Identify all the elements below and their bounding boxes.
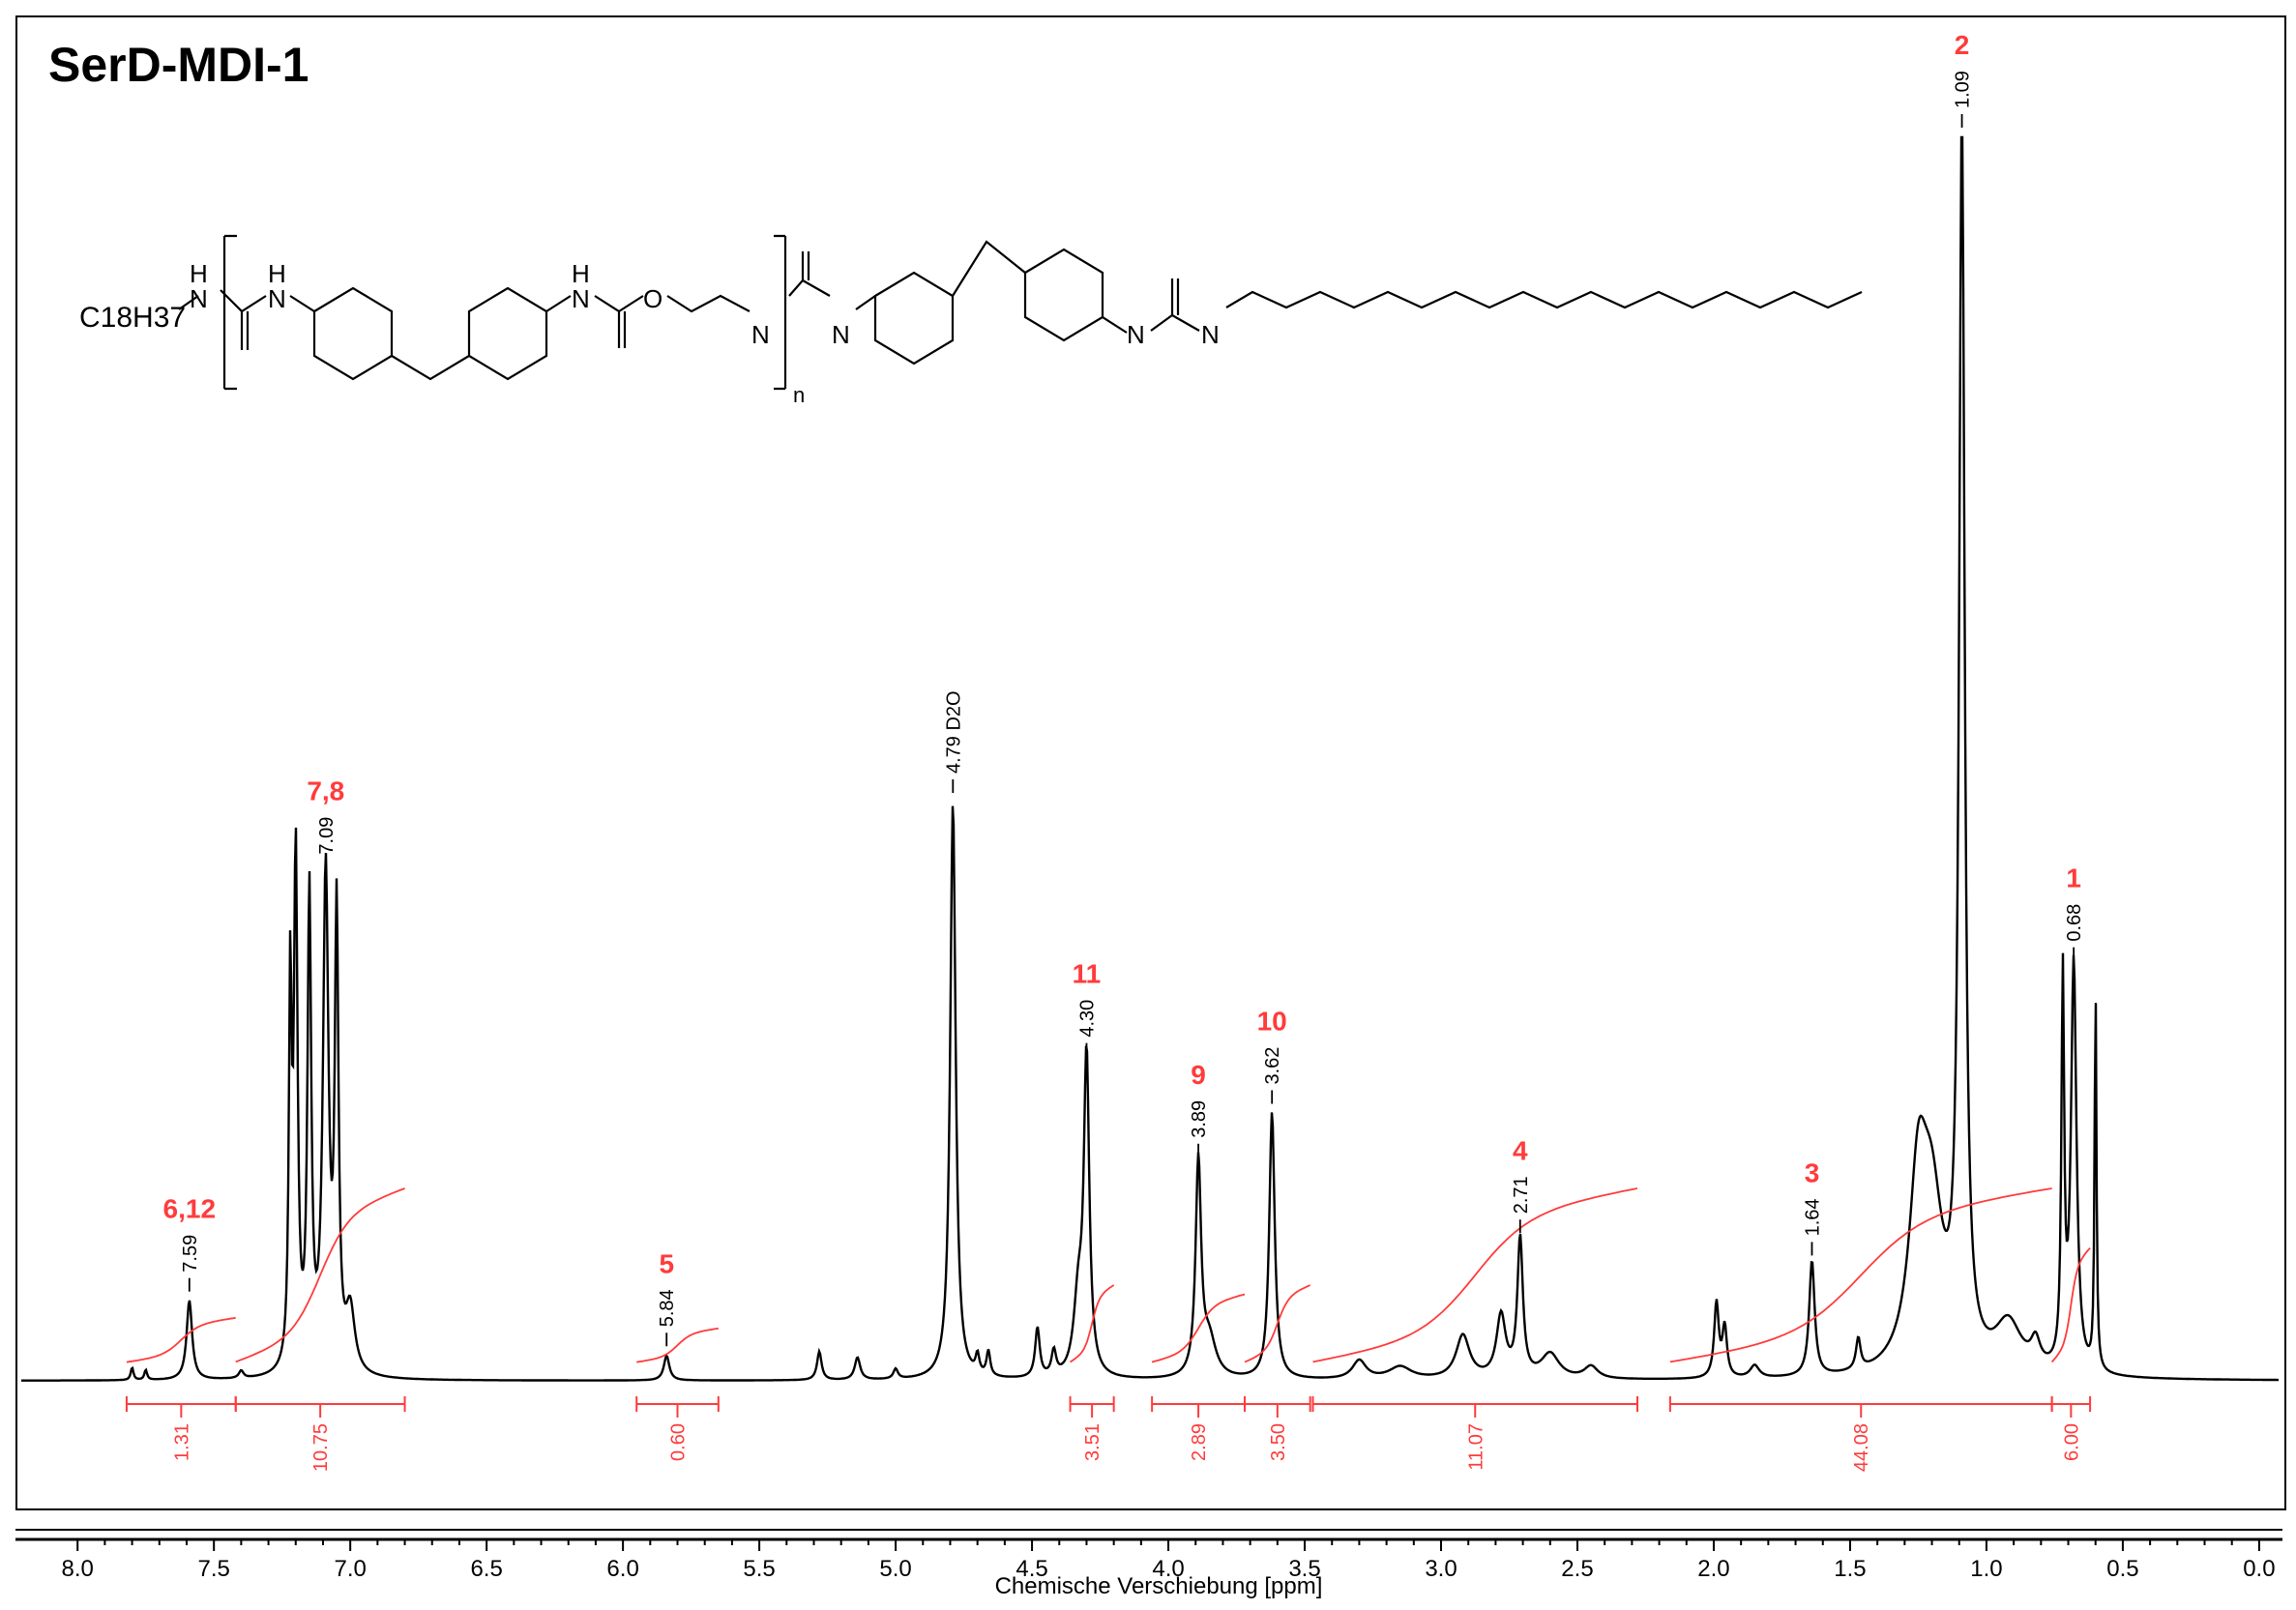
chart-title: SerD-MDI-1 [48, 38, 309, 92]
chart-frame [15, 15, 2286, 1510]
peak-shift-label: 3.89 [1189, 1100, 1210, 1138]
peak-label-layer: 7.59 6,12 7.09 7,8 5.84 5 4.79 D2O 4.30 11 3.89 9 3… [163, 30, 2085, 1347]
integral-value: 11.07 [1465, 1423, 1487, 1471]
x-tick-label: 6.0 [606, 1556, 638, 1582]
peak-shift-label: 7.09 [316, 817, 338, 855]
x-tick-label: 4.0 [1152, 1556, 1184, 1582]
x-tick-label: 5.5 [743, 1556, 775, 1582]
peak-shift-label: 4.30 [1076, 1000, 1098, 1038]
nh-label-3: H [268, 259, 286, 288]
x-tick-label: 1.5 [1834, 1556, 1866, 1582]
peak-assignment-label: 6,12 [163, 1194, 217, 1224]
end-group-label: C18H37 [79, 302, 186, 334]
x-tick-label: 1.0 [1970, 1556, 2002, 1582]
nh-label-4: N [268, 284, 286, 313]
nh-label-8: N [832, 320, 850, 349]
integral-layer: 1.31 10.75 0.60 3.51 2.89 3.50 11.07 44.08 6.00 [125, 1187, 2092, 1472]
peak-assignment-label: 10 [1257, 1007, 1287, 1037]
x-tick-label: 7.0 [334, 1556, 366, 1582]
integral-value: 0.60 [668, 1423, 690, 1461]
x-tick-label: 3.0 [1425, 1556, 1457, 1582]
peak-shift-label: 1.09 [1953, 71, 1974, 108]
nh-label-10: N [1201, 320, 1220, 349]
x-tick-label: 7.5 [197, 1556, 229, 1582]
peak-assignment-label: 7,8 [307, 776, 344, 806]
integral-value: 10.75 [310, 1423, 332, 1472]
o-label: O [643, 284, 662, 313]
peak-shift-label: 1.64 [1802, 1198, 1823, 1236]
peak-shift-label: 2.71 [1511, 1176, 1532, 1214]
x-tick-label: 2.5 [1561, 1556, 1593, 1582]
integral-value: 6.00 [2061, 1423, 2082, 1461]
integral-value: 44.08 [1851, 1423, 1872, 1472]
integral-curve [1070, 1284, 1115, 1363]
nh-label-6: N [572, 284, 590, 313]
integral-value: 3.50 [1268, 1423, 1289, 1461]
peak-assignment-label: 5 [659, 1248, 674, 1278]
integral-value: 1.31 [171, 1423, 192, 1461]
peak-assignment-label: 1 [2066, 864, 2081, 893]
integral-curve [126, 1316, 236, 1363]
nh-label-1: H [190, 259, 208, 288]
chemical-structure: C18H37 H N H N H N O N n N N N [79, 234, 1863, 407]
x-tick-label: 5.0 [879, 1556, 911, 1582]
x-tick-label: 6.5 [470, 1556, 502, 1582]
x-axis: 8.0 7.5 7.0 6.5 6.0 5.5 5.0 4.5 4.0 3.5 3.0 2.5 2.0 1… [15, 1529, 2282, 1582]
peak-assignment-label: 4 [1513, 1135, 1528, 1165]
integral-curve [1244, 1284, 1311, 1363]
integral-curve [1151, 1293, 1246, 1363]
integral-curve [636, 1327, 719, 1363]
x-tick-label: 0.0 [2243, 1556, 2275, 1582]
nh-label-5: H [572, 259, 590, 288]
repeat-subscript: n [793, 383, 805, 407]
peak-shift-label: 4.79 D2O [943, 690, 964, 774]
x-tick-label: 4.5 [1016, 1556, 1047, 1582]
x-tick-label: 8.0 [62, 1556, 94, 1582]
x-tick-label: 3.5 [1288, 1556, 1320, 1582]
integral-curve [235, 1187, 405, 1363]
x-tick-label: 2.0 [1697, 1556, 1729, 1582]
x-tick-label: 0.5 [2106, 1556, 2138, 1582]
peak-shift-label: 7.59 [180, 1235, 201, 1273]
spectrum-layer [21, 135, 2279, 1382]
integral-curve [1312, 1187, 1638, 1363]
peak-assignment-label: 9 [1191, 1060, 1206, 1090]
peak-assignment-label: 3 [1805, 1157, 1820, 1187]
integral-curve [2050, 1246, 2091, 1363]
nh-label-2: N [190, 284, 208, 313]
nh-label-9: N [1127, 320, 1145, 349]
integral-curve [1669, 1187, 2052, 1363]
peak-shift-label: 3.62 [1262, 1047, 1283, 1085]
integral-value: 3.51 [1082, 1423, 1104, 1461]
peak-assignment-label: 11 [1073, 959, 1102, 989]
peak-assignment-label: 2 [1955, 30, 1970, 60]
peak-shift-label: 0.68 [2064, 904, 2085, 942]
x-axis-label: Chemische Verschiebung [ppm] [995, 1573, 1323, 1599]
spectrum-trace [21, 135, 2279, 1382]
nh-label-7: N [751, 320, 770, 349]
integral-value: 2.89 [1189, 1423, 1210, 1461]
peak-shift-label: 5.84 [657, 1289, 678, 1327]
